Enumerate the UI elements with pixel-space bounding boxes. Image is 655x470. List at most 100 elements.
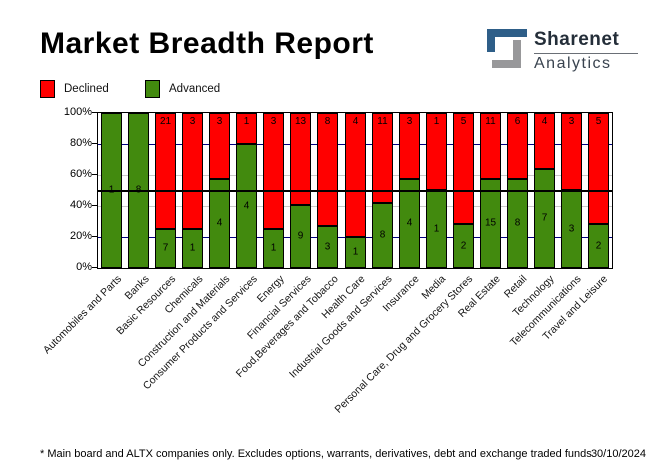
advanced-segment: [155, 229, 176, 268]
y-axis-tick-40: [92, 205, 97, 206]
y-axis-tick-80: [92, 143, 97, 144]
advanced-segment: [453, 224, 474, 268]
advanced-count: 2: [460, 240, 467, 252]
declined-segment: [453, 113, 474, 224]
advanced-count: 4: [243, 200, 250, 212]
declined-count: 4: [541, 116, 548, 127]
page-title: Market Breadth Report: [40, 27, 374, 60]
advanced-segment: [290, 205, 311, 268]
y-axis-label-80: 80%: [69, 137, 92, 149]
advanced-count: 4: [216, 217, 223, 229]
advanced-segment: [372, 203, 393, 268]
advanced-count: 3: [324, 241, 331, 253]
advanced-count: 1: [270, 242, 277, 254]
declined-count: 11: [485, 116, 496, 127]
advanced-segment: [399, 179, 420, 268]
declined-count: 4: [352, 116, 359, 127]
logo-divider: [534, 53, 638, 54]
advanced-segment: [182, 229, 203, 268]
declined-segment: [209, 113, 230, 179]
declined-count: 3: [568, 116, 575, 127]
sharenet-logo: Sharenet Analytics: [487, 29, 638, 73]
advanced-count: 7: [162, 242, 169, 254]
declined-segment: [561, 113, 582, 190]
bar-financial-services: 13 9: [290, 113, 311, 268]
y-axis-tick-60: [92, 174, 97, 175]
y-axis-tick-100: [92, 112, 97, 113]
advanced-swatch: [145, 80, 160, 98]
declined-segment: [480, 113, 501, 179]
logo-name: Sharenet: [534, 29, 620, 50]
gridline-50pct: [98, 190, 612, 192]
advanced-segment: [480, 179, 501, 268]
legend-item-advanced: Advanced: [145, 80, 220, 98]
advanced-count: 8: [379, 229, 386, 241]
bar-real-estate: 11 15: [480, 113, 501, 268]
declined-label: Declined: [64, 83, 109, 95]
declined-segment: [588, 113, 609, 224]
advanced-count: 15: [484, 217, 497, 229]
advanced-segment: [534, 169, 555, 268]
declined-count: 3: [216, 116, 223, 127]
declined-segment: [236, 113, 257, 144]
advanced-segment: [209, 179, 230, 268]
declined-count: 8: [324, 116, 331, 127]
advanced-count: 9: [297, 230, 304, 242]
advanced-count: 8: [514, 217, 521, 229]
declined-count: 1: [433, 116, 440, 127]
y-axis-tick-20: [92, 236, 97, 237]
y-axis-label-100: 100%: [63, 106, 92, 118]
y-axis-label-20: 20%: [69, 230, 92, 242]
sharenet-logo-icon: [487, 29, 527, 68]
declined-swatch: [40, 80, 55, 98]
advanced-segment: [345, 237, 366, 268]
advanced-segment: [236, 144, 257, 268]
declined-segment: [290, 113, 311, 205]
legend-item-declined: Declined: [40, 80, 109, 98]
bar-industrial-goods-and-services: 11 8: [372, 113, 393, 268]
advanced-count: 7: [541, 212, 548, 224]
declined-count: 21: [159, 116, 172, 127]
footer-note: * Main board and ALTX companies only. Ex…: [40, 448, 592, 460]
declined-segment: [426, 113, 447, 190]
declined-segment: [507, 113, 528, 179]
declined-count: 3: [189, 116, 196, 127]
declined-segment: [182, 113, 203, 229]
declined-count: 13: [294, 116, 307, 127]
advanced-count: 4: [406, 217, 413, 229]
declined-segment: [345, 113, 366, 237]
declined-count: 11: [377, 116, 388, 127]
advanced-segment: [263, 229, 284, 268]
declined-segment: [155, 113, 176, 229]
declined-count: 1: [243, 116, 250, 127]
y-axis-tick-0: [92, 267, 97, 268]
chart-plot-area: 1821731341431139834111834115211156847335…: [97, 112, 613, 269]
advanced-count: 1: [352, 246, 359, 258]
declined-count: 3: [406, 116, 413, 127]
advanced-count: 1: [189, 242, 196, 254]
declined-segment: [399, 113, 420, 179]
y-axis-label-0: 0%: [76, 261, 92, 273]
advanced-count: 3: [568, 223, 575, 235]
declined-count: 6: [514, 116, 521, 127]
y-axis-label-40: 40%: [69, 199, 92, 211]
declined-segment: [534, 113, 555, 169]
advanced-count: 2: [595, 240, 602, 252]
logo-subtitle: Analytics: [534, 55, 612, 72]
advanced-segment: [588, 224, 609, 268]
bar-basic-resources: 21 7: [155, 113, 176, 268]
